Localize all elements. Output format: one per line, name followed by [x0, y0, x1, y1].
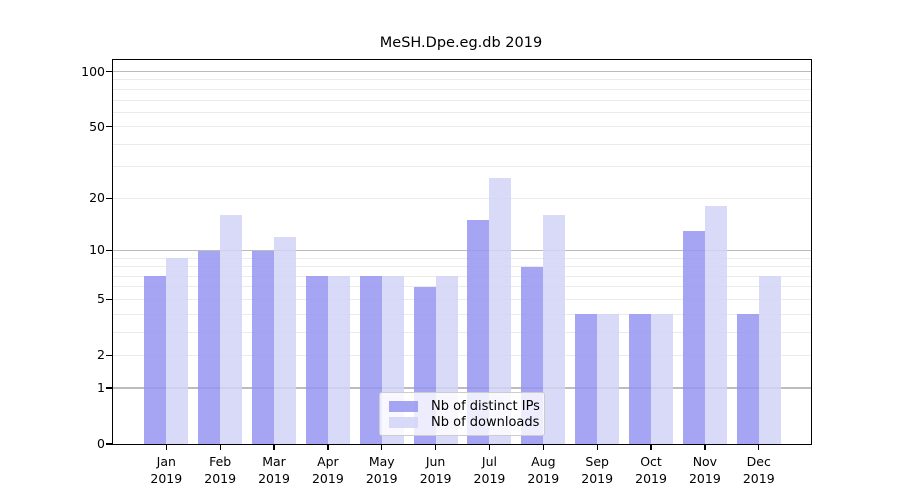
- y-tick-label: 50: [89, 118, 105, 134]
- gridline-minor: [113, 111, 811, 113]
- y-tick-mark: [106, 354, 113, 356]
- legend-label-distinct-ips: Nb of distinct IPs: [431, 398, 540, 414]
- bar-distinct-ips-may: [359, 276, 382, 444]
- gridline-minor: [113, 275, 811, 277]
- bar-distinct-ips-jul: [467, 220, 490, 444]
- legend-item-downloads: Nb of downloads: [389, 415, 539, 430]
- bar-downloads-sep: [597, 314, 620, 444]
- x-tick-mark: [542, 445, 544, 450]
- y-tick-mark: [106, 126, 113, 128]
- bar-distinct-ips-feb: [198, 250, 221, 444]
- x-tick-label: Nov 2019: [688, 454, 721, 486]
- bar-downloads-jul: [489, 178, 512, 444]
- bar-downloads-mar: [274, 237, 297, 444]
- x-tick-label: Jun 2019: [419, 454, 452, 486]
- y-tick-mark: [106, 70, 113, 73]
- bar-distinct-ips-oct: [629, 314, 652, 444]
- bar-downloads-oct: [651, 314, 674, 444]
- chart-title: MeSH.Dpe.eg.db 2019: [379, 35, 543, 51]
- bar-downloads-nov: [704, 206, 727, 444]
- x-tick-mark: [327, 445, 329, 450]
- y-tick-mark: [106, 249, 113, 252]
- gridline-minor: [113, 99, 811, 101]
- bar-distinct-ips-nov: [682, 231, 705, 444]
- gridline-minor: [113, 197, 811, 199]
- bar-distinct-ips-apr: [305, 276, 328, 444]
- x-tick-label: Jul 2019: [473, 454, 506, 486]
- gridline-minor: [113, 313, 811, 315]
- x-tick-mark: [596, 445, 598, 450]
- x-tick-label: Oct 2019: [635, 454, 667, 486]
- x-tick-mark: [758, 445, 760, 450]
- gridline-minor: [113, 331, 811, 333]
- gridline-major: [113, 70, 811, 73]
- x-tick-label: Dec 2019: [742, 454, 775, 486]
- y-tick-mark: [106, 387, 113, 389]
- y-tick-label: 20: [89, 190, 105, 206]
- x-tick-label: Sep 2019: [581, 454, 614, 486]
- x-tick-mark: [704, 445, 706, 450]
- x-tick-mark: [273, 445, 275, 450]
- bar-downloads-apr: [327, 276, 350, 444]
- plot-area: Nb of distinct IPs Nb of downloads 0 1 2 5 1…: [81, 59, 812, 486]
- x-tick-mark: [219, 445, 221, 450]
- gridline-major: [113, 387, 811, 389]
- bar-distinct-ips-sep: [575, 314, 598, 444]
- gridline-minor: [113, 126, 811, 128]
- legend-item-distinct-ips: Nb of distinct IPs: [389, 399, 540, 414]
- gridline-minor: [113, 286, 811, 288]
- x-tick-label: Feb 2019: [204, 454, 237, 486]
- bar-downloads-dec: [758, 276, 781, 444]
- bar-downloads-feb: [220, 215, 243, 444]
- x-tick-label: May 2019: [365, 454, 398, 486]
- x-tick-label: Aug 2019: [527, 454, 560, 486]
- y-tick-label: 100: [81, 63, 105, 79]
- gridline-minor: [113, 79, 811, 81]
- x-tick-mark: [165, 445, 167, 450]
- bar-downloads-jan: [166, 258, 189, 444]
- bar-downloads-aug: [543, 215, 566, 444]
- gridline-minor: [113, 143, 811, 145]
- gridline-minor: [113, 166, 811, 168]
- y-tick-label: 0: [97, 436, 105, 451]
- x-tick-mark: [381, 445, 383, 450]
- gridline-major: [113, 249, 811, 252]
- bar-distinct-ips-mar: [252, 250, 275, 444]
- legend-label-downloads: Nb of downloads: [431, 414, 540, 430]
- gridline-minor: [113, 354, 811, 356]
- bar-distinct-ips-jan: [144, 276, 167, 444]
- x-tick-label: Apr 2019: [311, 454, 344, 486]
- gridline-minor: [113, 266, 811, 268]
- legend-swatch-distinct-ips: [389, 400, 418, 412]
- x-tick-label: Jan 2019: [150, 454, 183, 486]
- y-tick-label: 10: [89, 242, 105, 258]
- y-tick-label: 2: [97, 347, 105, 363]
- y-tick-mark: [106, 298, 113, 301]
- x-tick-mark: [488, 445, 491, 450]
- y-tick-mark: [106, 197, 113, 199]
- legend-swatch-downloads: [389, 416, 418, 428]
- x-tick-mark: [434, 445, 437, 450]
- legend: Nb of distinct IPs Nb of downloads: [379, 392, 545, 436]
- gridline-minor: [113, 257, 811, 259]
- bar-distinct-ips-dec: [736, 314, 759, 444]
- y-tick-mark: [106, 443, 113, 445]
- x-tick-mark: [650, 445, 652, 450]
- gridline-minor: [113, 298, 811, 300]
- y-tick-label: 5: [97, 291, 105, 307]
- x-tick-label: Mar 2019: [258, 454, 290, 486]
- gridline-minor: [113, 88, 811, 90]
- y-tick-label: 1: [97, 380, 105, 396]
